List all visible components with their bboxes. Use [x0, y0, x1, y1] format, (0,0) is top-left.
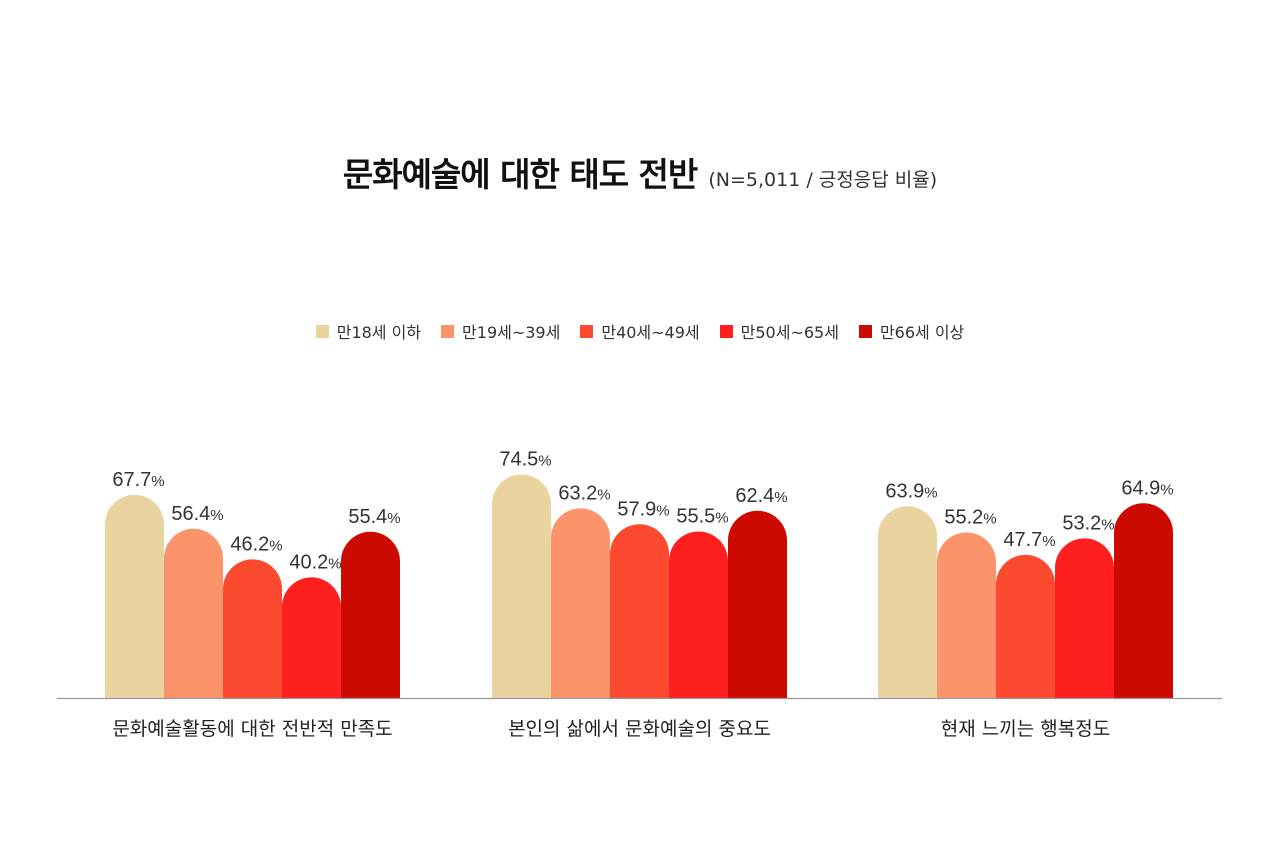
data-label: 62.4%: [735, 485, 787, 507]
chart-subtitle: (N=5,011 / 긍정응답 비율): [708, 169, 938, 191]
data-label: 55.4%: [348, 506, 400, 528]
data-label: 57.9%: [617, 498, 669, 520]
data-label: 47.7%: [1003, 529, 1055, 551]
legend-item: 만66세 이상: [858, 319, 965, 343]
chart-title-row: 문화예술에 대한 태도 전반 (N=5,011 / 긍정응답 비율): [0, 148, 1280, 196]
legend-item: 만40세~49세: [580, 319, 700, 343]
legend-item: 만50세~65세: [719, 319, 839, 343]
legend-swatch: [441, 324, 455, 338]
legend-label: 만66세 이상: [879, 323, 965, 342]
bar: [1114, 503, 1173, 698]
bar: [996, 554, 1055, 698]
data-label: 53.2%: [1062, 512, 1114, 534]
legend-swatch: [858, 324, 872, 338]
data-label: 55.2%: [944, 506, 996, 528]
legend-label: 만18세 이하: [336, 323, 422, 342]
data-label: 67.7%: [112, 469, 164, 491]
legend-item: 만18세 이하: [315, 319, 422, 343]
chart-title: 문화예술에 대한 태도 전반: [342, 155, 698, 194]
bar: [105, 494, 164, 698]
data-label: 63.2%: [558, 482, 610, 504]
legend-swatch: [315, 324, 329, 338]
category-label: 문화예술활동에 대한 전반적 만족도: [112, 718, 392, 740]
legend-item: 만19세~39세: [441, 319, 560, 343]
bar: [878, 506, 937, 698]
bar: [728, 510, 787, 698]
data-label: 64.9%: [1121, 477, 1173, 499]
category-label: 현재 느끼는 행복정도: [941, 718, 1110, 740]
data-label: 56.4%: [171, 503, 223, 525]
legend-swatch: [580, 324, 594, 338]
bar: [937, 532, 996, 698]
bar: [1055, 538, 1114, 698]
bar: [223, 559, 282, 698]
bar: [164, 528, 223, 698]
bar: [669, 531, 728, 698]
legend-label: 만40세~49세: [601, 323, 700, 342]
bar: [282, 577, 341, 698]
legend-label: 만19세~39세: [462, 323, 561, 342]
data-label: 40.2%: [289, 551, 341, 573]
category-label: 본인의 삶에서 문화예술의 중요도: [508, 718, 771, 740]
bar: [551, 508, 610, 698]
chart-legend: 만18세 이하 만19세~39세 만40세~49세 만50세~65세 만66세 …: [0, 319, 1280, 343]
data-label: 63.9%: [885, 480, 937, 502]
data-label: 74.5%: [499, 449, 551, 471]
bar: [610, 524, 669, 698]
legend-label: 만50세~65세: [740, 323, 839, 342]
bar: [341, 531, 400, 698]
bar: [492, 474, 551, 698]
data-label: 55.5%: [676, 506, 728, 528]
data-label: 46.2%: [230, 533, 282, 555]
legend-swatch: [719, 324, 733, 338]
